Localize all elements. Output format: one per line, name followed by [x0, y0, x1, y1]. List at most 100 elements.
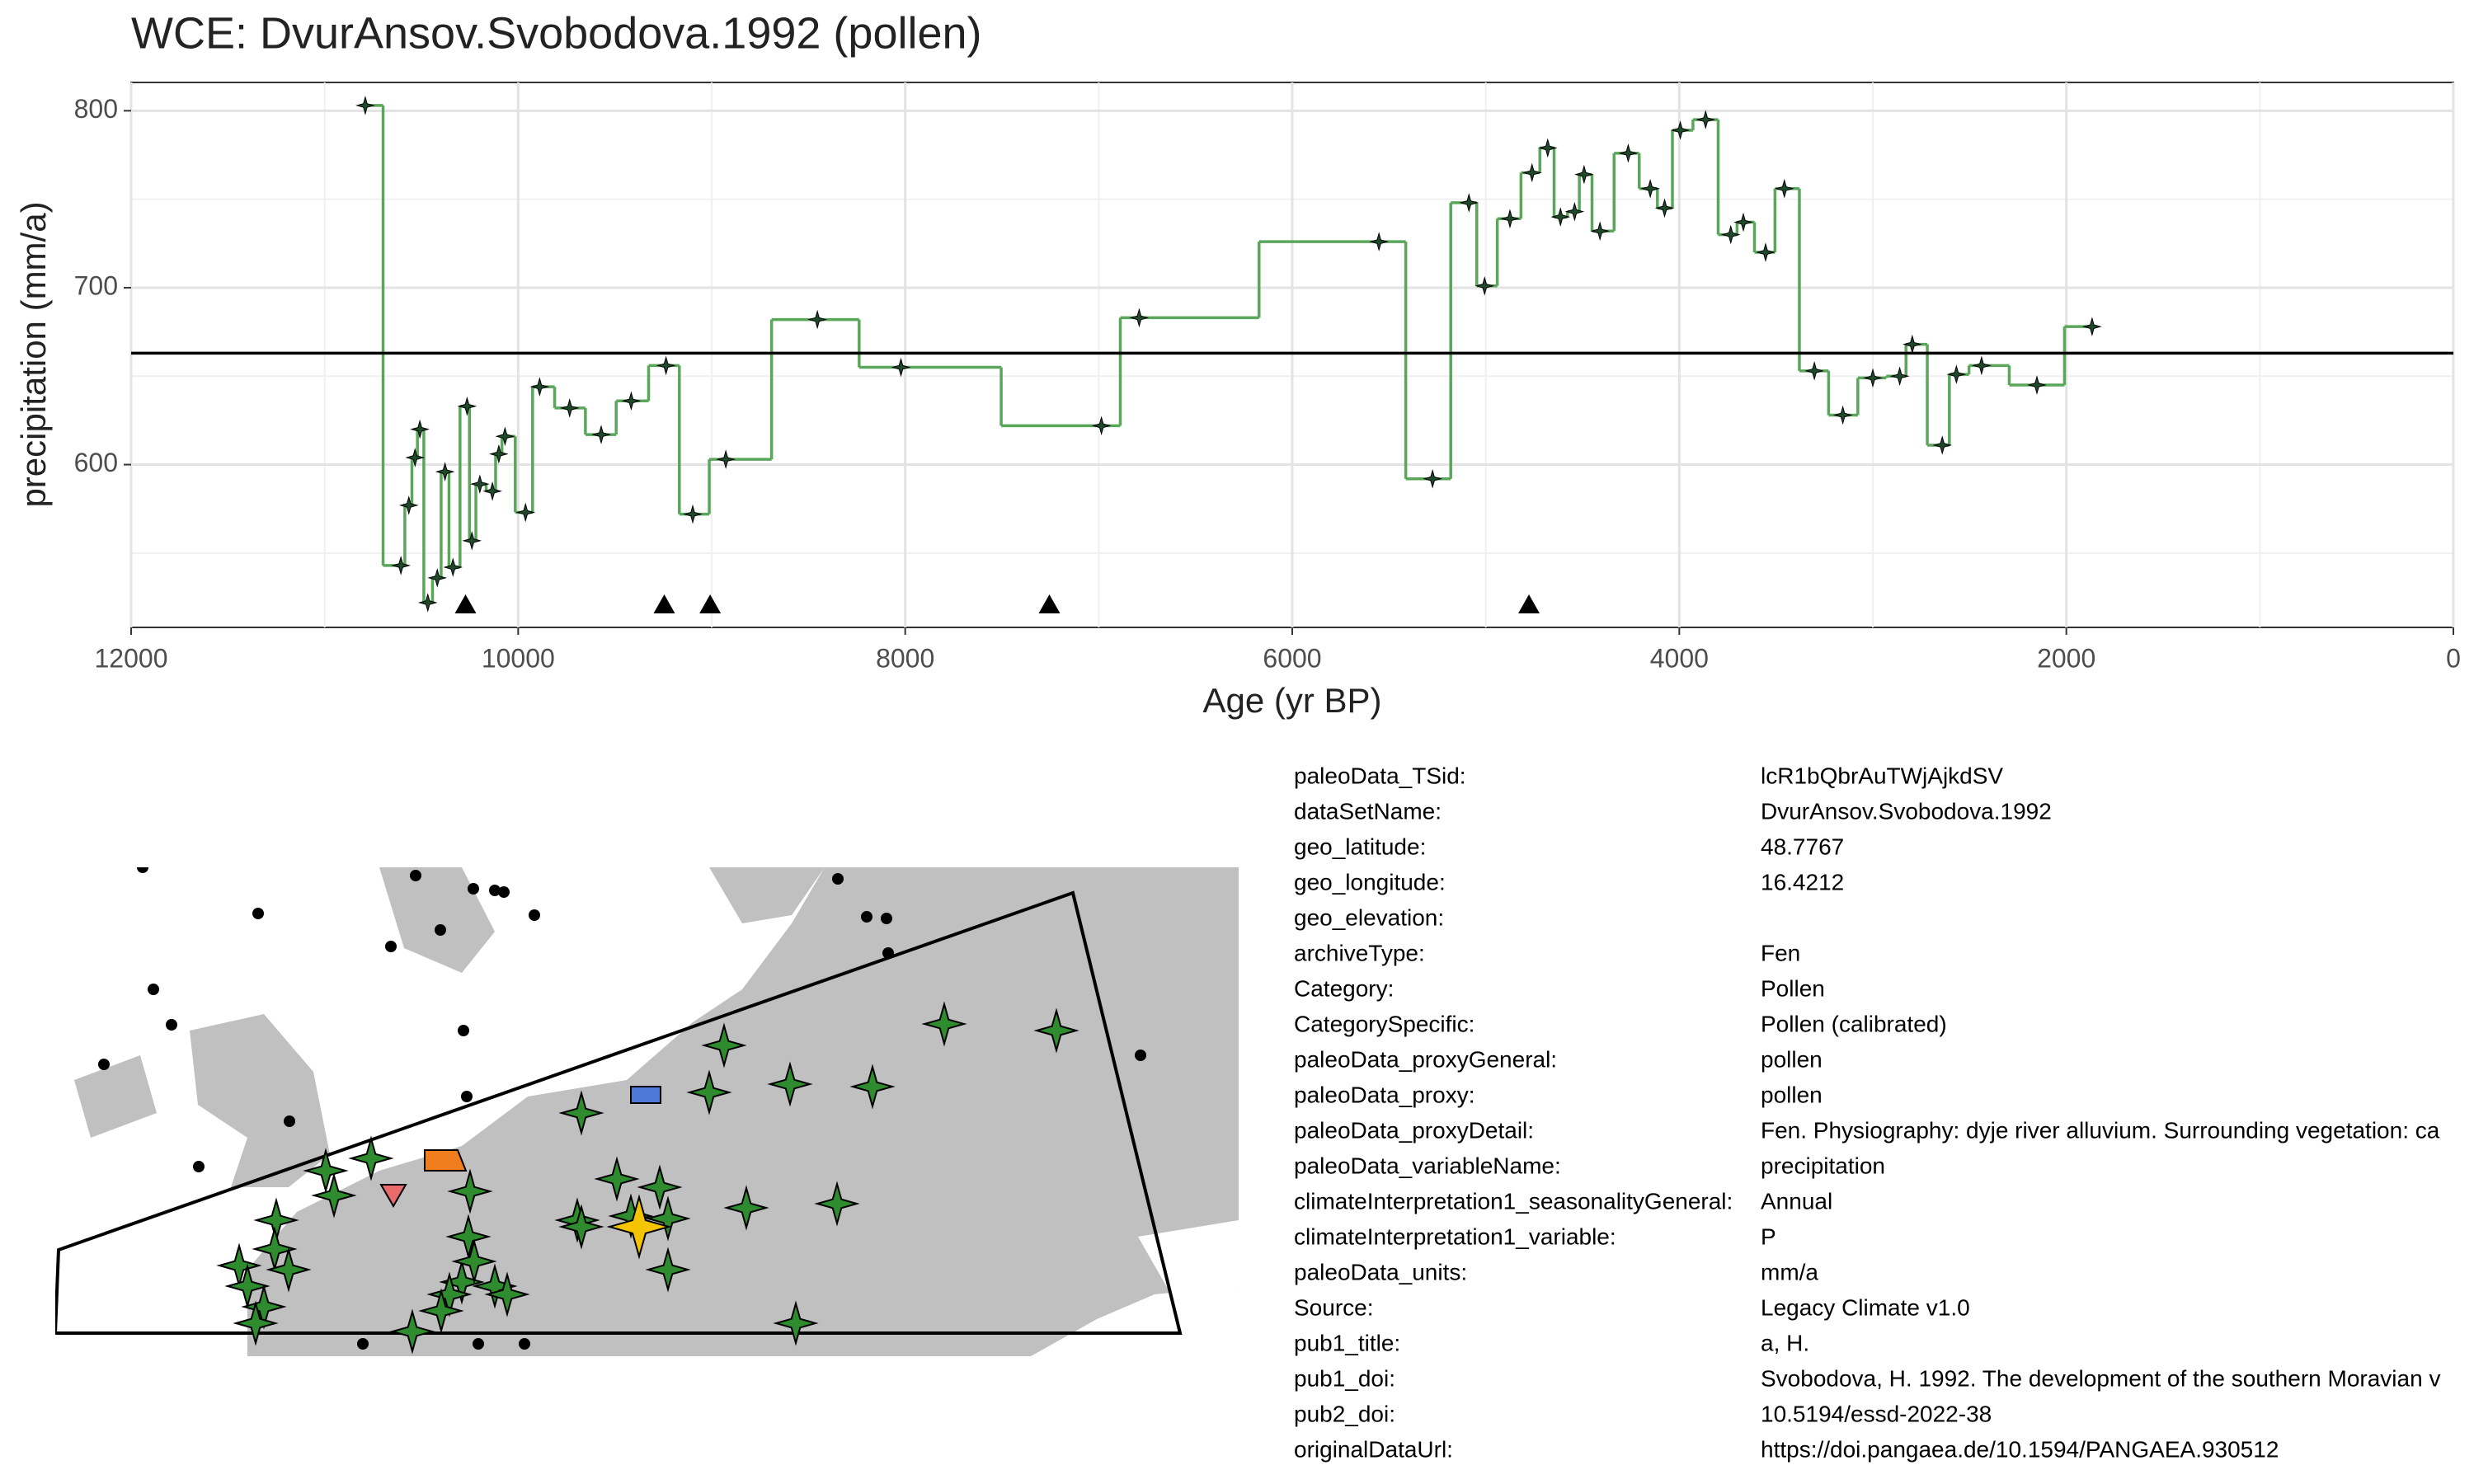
data-point [405, 448, 426, 467]
map-site [861, 911, 872, 923]
map-site [645, 1195, 691, 1242]
x-tick-label: 10000 [482, 643, 555, 673]
data-point [1720, 224, 1741, 245]
data-point [2027, 375, 2047, 395]
map-site [303, 1148, 349, 1194]
map-site [418, 1288, 464, 1334]
date-marker [1038, 594, 1061, 613]
data-point [1618, 143, 1639, 163]
metadata-key: CategorySpecific: [1294, 1011, 1475, 1036]
map-site [558, 1090, 604, 1136]
metadata-value: mm/a [1761, 1259, 1818, 1284]
data-point [495, 426, 515, 447]
map-site [701, 1022, 747, 1068]
y-tick-label: 600 [74, 448, 118, 477]
data-point [410, 419, 430, 439]
date-marker [1517, 594, 1540, 613]
data-point [1369, 232, 1389, 251]
data-point [1475, 275, 1495, 296]
metadata-value: https://doi.pangaea.de/10.1594/PANGAEA.9… [1761, 1436, 2279, 1462]
map-site [767, 1061, 813, 1107]
data-point [2082, 317, 2102, 337]
metadata-value: Legacy Climate v1.0 [1761, 1294, 1970, 1320]
map-site [461, 1091, 473, 1102]
data-point [656, 355, 676, 376]
data-point [1863, 368, 1883, 388]
map-sea [1138, 1220, 1239, 1294]
metadata-key: archiveType: [1294, 940, 1425, 965]
metadata-value: Annual [1761, 1188, 1832, 1214]
metadata-value: Pollen (calibrated) [1761, 1011, 1947, 1036]
map-site [451, 1238, 497, 1284]
metadata-value: 16.4212 [1761, 869, 1844, 895]
data-point [457, 396, 477, 416]
data-point [1129, 308, 1150, 328]
map-site [439, 1259, 485, 1305]
metadata-key: dataSetName: [1294, 798, 1442, 824]
data-point [427, 568, 448, 588]
map-site [882, 947, 894, 959]
data-point [1670, 120, 1691, 140]
metadata-key: paleoData_units: [1294, 1259, 1467, 1284]
map-site [435, 924, 446, 936]
chart-title: WCE: DvurAnsov.Svobodova.1992 (pollen) [131, 8, 982, 58]
metadata-value: P [1761, 1223, 1776, 1249]
metadata-value: precipitation [1761, 1153, 1885, 1178]
date-marker [653, 594, 675, 613]
metadata-key: Category: [1294, 975, 1394, 1001]
map-site [410, 870, 421, 881]
data-point [1832, 405, 1853, 425]
metadata-key: climateInterpretation1_seasonalityGenera… [1294, 1188, 1733, 1214]
data-point [529, 377, 550, 397]
map-site [519, 1338, 530, 1350]
data-point [683, 504, 703, 524]
data-point [515, 502, 536, 523]
map-site [284, 1115, 295, 1127]
x-tick-label: 12000 [95, 643, 168, 673]
data-point [470, 474, 490, 495]
metadata-key: pub2_doi: [1294, 1401, 1395, 1426]
data-point [489, 444, 509, 464]
date-marker [699, 594, 722, 613]
metadata-value: 48.7767 [1761, 834, 1844, 859]
data-point [1091, 416, 1112, 436]
metadata-key: paleoData_variableName: [1294, 1153, 1561, 1178]
data-point [482, 481, 502, 501]
data-point [1932, 435, 1953, 455]
map-site [630, 1086, 661, 1104]
map-land [379, 867, 495, 973]
map-sea [577, 867, 676, 940]
data-point [1972, 355, 1992, 376]
metadata-key: geo_elevation: [1294, 904, 1444, 930]
x-tick-label: 2000 [2037, 643, 2095, 673]
map-site [814, 1181, 860, 1227]
map-site [645, 1247, 691, 1293]
data-point [1903, 334, 1922, 355]
map-site [424, 1149, 468, 1172]
data-point [1590, 221, 1610, 242]
map-site [1135, 1050, 1146, 1061]
map-site [881, 913, 892, 924]
data-point [1774, 178, 1794, 199]
x-tick-label: 8000 [876, 643, 934, 673]
data-point [398, 495, 419, 515]
map-land [247, 867, 1239, 1356]
data-point [591, 425, 611, 444]
data-point [391, 556, 411, 575]
metadata-value: lcR1bQbrAuTWjAjkdSV [1761, 763, 2003, 788]
metadata-value: Pollen [1761, 975, 1825, 1001]
map-site [832, 873, 844, 885]
map-site [266, 1247, 312, 1293]
y-axis-title: precipitation (mm/a) [14, 201, 53, 507]
data-point [1654, 198, 1675, 218]
metadata-key: pub1_doi: [1294, 1365, 1395, 1391]
metadata-key: climateInterpretation1_variable: [1294, 1223, 1616, 1249]
data-point [1459, 193, 1479, 213]
x-axis-title: Age (yr BP) [1202, 681, 1381, 720]
map-site [558, 1204, 604, 1250]
data-point [1889, 366, 1910, 387]
date-marker [454, 594, 477, 613]
data-point [1500, 209, 1520, 229]
map-site-selected [606, 1194, 672, 1260]
